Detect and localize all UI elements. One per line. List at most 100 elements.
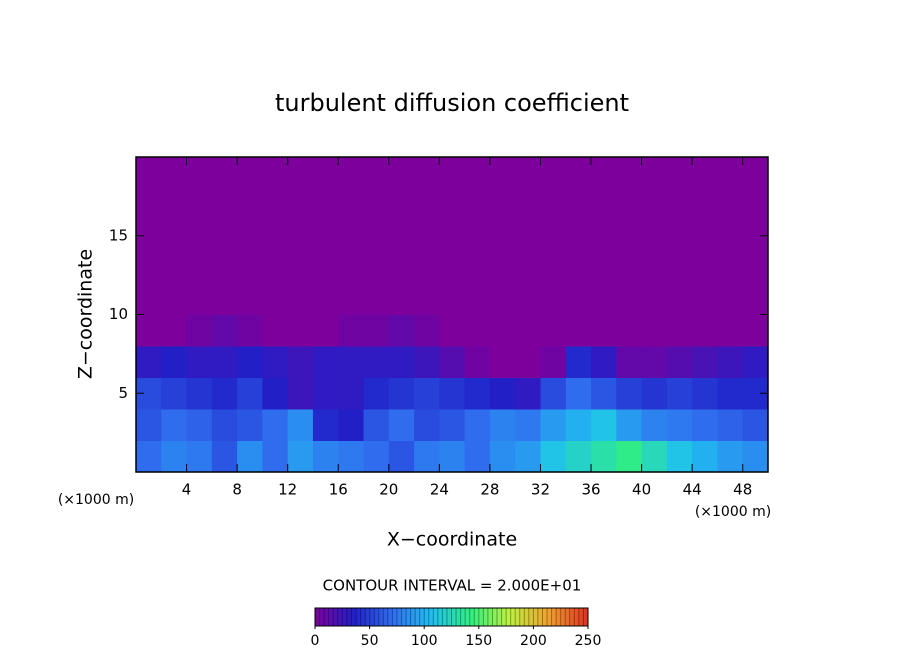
heat-cell [666, 220, 693, 252]
heat-cell [591, 314, 617, 347]
heat-cell [641, 377, 668, 410]
heat-cell [666, 283, 693, 315]
chart-title: turbulent diffusion coefficient [275, 89, 629, 117]
heat-cell [237, 314, 263, 347]
heat-cell [540, 220, 567, 252]
heat-cell [692, 314, 718, 347]
heat-cell [136, 188, 162, 221]
heat-cell [540, 440, 567, 473]
heat-cell [287, 440, 314, 473]
heat-cell [489, 188, 516, 221]
heat-cell [591, 377, 617, 410]
heat-cell [338, 346, 365, 378]
heat-cell [262, 409, 289, 441]
x-tick-label: 12 [278, 481, 297, 499]
x-tick-label: 32 [531, 481, 550, 499]
heat-cell [439, 188, 466, 221]
heat-cell [666, 314, 693, 347]
heat-cell [262, 314, 289, 347]
heat-cell [136, 346, 162, 378]
heat-cell [237, 346, 263, 378]
heat-cell [489, 220, 516, 252]
heat-cell [591, 440, 617, 473]
heat-cell [363, 220, 390, 252]
heat-cell [439, 283, 466, 315]
heat-cell [742, 251, 769, 284]
heat-cell [338, 409, 365, 441]
x-tick-label: 36 [581, 481, 600, 499]
heat-cell [439, 157, 466, 189]
heat-cell [565, 377, 592, 410]
heat-cell [616, 314, 643, 347]
heat-cell [262, 283, 289, 315]
heat-cell [540, 377, 567, 410]
heat-cell [338, 251, 365, 284]
heat-cell [237, 283, 263, 315]
heat-cell [515, 440, 541, 473]
heat-cell [161, 314, 188, 347]
heat-cell [666, 440, 693, 473]
heat-cell [464, 377, 491, 410]
heat-cell [742, 346, 769, 378]
heat-cell [338, 220, 365, 252]
heat-cell [237, 157, 263, 189]
heat-cell [338, 283, 365, 315]
heat-cell [742, 157, 769, 189]
heat-cell [186, 220, 213, 252]
heat-cell [489, 440, 516, 473]
heat-cell [489, 346, 516, 378]
heat-cell [464, 283, 491, 315]
heat-cell [692, 220, 718, 252]
heat-cell [641, 346, 668, 378]
y-tick-label: 15 [109, 226, 128, 244]
heat-cell [641, 251, 668, 284]
heat-cell [591, 188, 617, 221]
heat-cell [388, 283, 415, 315]
heat-cell [161, 188, 188, 221]
heat-cell [591, 157, 617, 189]
heat-cell [312, 283, 339, 315]
heat-cell [363, 346, 390, 378]
heat-cell [388, 314, 415, 347]
heat-cell [591, 220, 617, 252]
heat-cell [616, 440, 643, 473]
x-tick-label: 44 [683, 481, 702, 499]
heat-cell [136, 314, 162, 347]
heat-cell [515, 409, 541, 441]
heat-cell [338, 314, 365, 347]
heat-cell [692, 440, 718, 473]
heat-cell [161, 157, 188, 189]
heat-cell [414, 409, 440, 441]
heat-cell [414, 283, 440, 315]
heat-cell [515, 314, 541, 347]
heat-cell [287, 220, 314, 252]
heat-cell [211, 377, 238, 410]
heat-cell [489, 409, 516, 441]
x-unit-label: (×1000 m) [58, 492, 134, 508]
heat-cell [540, 157, 567, 189]
heat-cell [591, 251, 617, 284]
heat-cell [565, 283, 592, 315]
heat-cell [742, 314, 769, 347]
heat-cell [237, 220, 263, 252]
heat-cell [388, 377, 415, 410]
heat-cell [287, 283, 314, 315]
heat-cell [489, 314, 516, 347]
heat-cell [388, 251, 415, 284]
heat-cell [666, 409, 693, 441]
heat-cell [388, 346, 415, 378]
heat-cell [363, 440, 390, 473]
heat-cell [262, 440, 289, 473]
heat-cell [666, 188, 693, 221]
heat-cell [388, 409, 415, 441]
heat-cell [414, 346, 440, 378]
heat-cell [363, 409, 390, 441]
heat-cell [565, 157, 592, 189]
heat-cell [363, 157, 390, 189]
heat-cell [464, 251, 491, 284]
heat-cell [666, 346, 693, 378]
heat-cell [515, 283, 541, 315]
heat-cell [211, 283, 238, 315]
heat-cell [717, 188, 744, 221]
x-tick-label: 28 [480, 481, 499, 499]
